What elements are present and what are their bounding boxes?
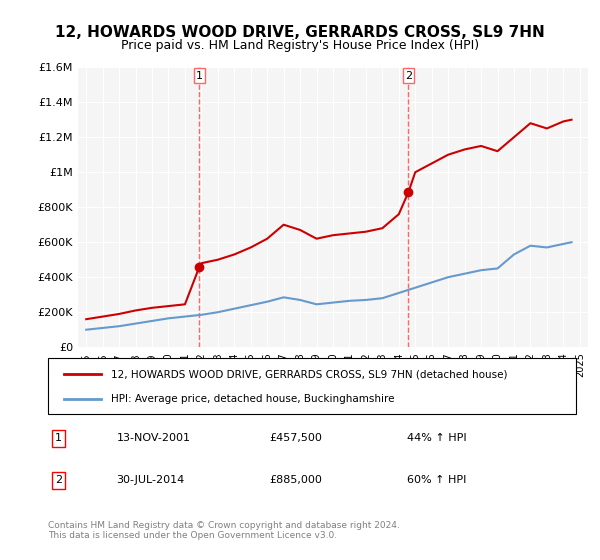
Text: 2: 2 [405, 71, 412, 81]
Text: 1: 1 [196, 71, 203, 81]
Text: 1: 1 [55, 433, 62, 444]
Text: 12, HOWARDS WOOD DRIVE, GERRARDS CROSS, SL9 7HN: 12, HOWARDS WOOD DRIVE, GERRARDS CROSS, … [55, 25, 545, 40]
Text: £457,500: £457,500 [270, 433, 323, 444]
FancyBboxPatch shape [48, 358, 576, 414]
Text: 2: 2 [55, 475, 62, 486]
Text: 12, HOWARDS WOOD DRIVE, GERRARDS CROSS, SL9 7HN (detached house): 12, HOWARDS WOOD DRIVE, GERRARDS CROSS, … [112, 369, 508, 379]
Text: HPI: Average price, detached house, Buckinghamshire: HPI: Average price, detached house, Buck… [112, 394, 395, 404]
Text: 44% ↑ HPI: 44% ↑ HPI [407, 433, 467, 444]
Text: 30-JUL-2014: 30-JUL-2014 [116, 475, 185, 486]
Text: Contains HM Land Registry data © Crown copyright and database right 2024.
This d: Contains HM Land Registry data © Crown c… [48, 521, 400, 540]
Text: 13-NOV-2001: 13-NOV-2001 [116, 433, 191, 444]
Text: 60% ↑ HPI: 60% ↑ HPI [407, 475, 466, 486]
Text: £885,000: £885,000 [270, 475, 323, 486]
Text: Price paid vs. HM Land Registry's House Price Index (HPI): Price paid vs. HM Land Registry's House … [121, 39, 479, 52]
